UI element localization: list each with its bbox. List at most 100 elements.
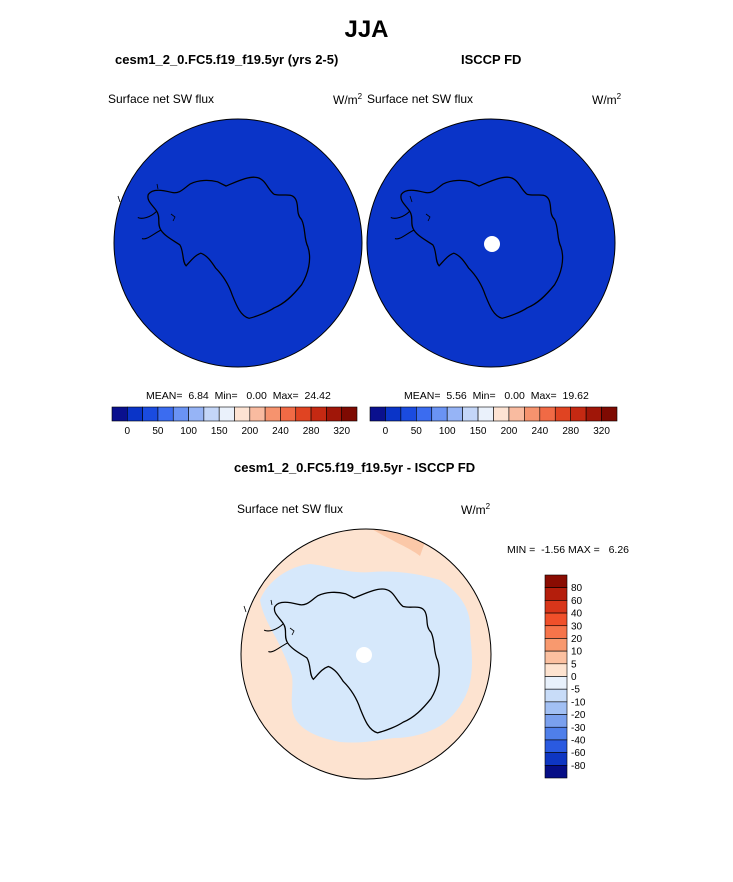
- diff-colorbar-tick-label: 10: [571, 647, 583, 658]
- colorbar-swatch: [234, 406, 251, 422]
- diff-colorbar-tick-label: 40: [571, 609, 583, 620]
- diff-colorbar-tick-label: -20: [571, 710, 586, 721]
- left-colorbar: 0 50 100 150 200 240 280 320: [111, 406, 358, 437]
- colorbar-swatch: [508, 406, 525, 422]
- colorbar-tick-label: 0: [383, 426, 389, 437]
- diff-colorbar-swatch: [544, 752, 568, 766]
- diff-colorbar-tick-label: -5: [571, 685, 580, 696]
- colorbar-swatch: [585, 406, 602, 422]
- colorbar-swatch: [369, 406, 386, 422]
- diff-colorbar-tick-label: -60: [571, 748, 586, 759]
- colorbar-tick-label: 200: [241, 426, 258, 437]
- right-panel-units: W/m2: [592, 92, 622, 107]
- figure-title: JJA: [344, 16, 389, 43]
- left-polar-map: [113, 118, 363, 368]
- diff-colorbar-tick-label: 30: [571, 621, 583, 632]
- diff-missing-data-pole: [356, 647, 372, 663]
- diff-colorbar-swatch: [544, 765, 568, 779]
- diff-colorbar-swatch: [544, 701, 568, 715]
- diff-panel-minmax: MIN = -1.56 MAX = 6.26: [507, 544, 630, 556]
- colorbar-tick-label: 50: [152, 426, 164, 437]
- missing-data-pole: [484, 236, 500, 252]
- colorbar-swatch: [249, 406, 266, 422]
- colorbar-swatch: [111, 406, 128, 422]
- colorbar-swatch: [310, 406, 327, 422]
- colorbar-tick-label: 150: [470, 426, 487, 437]
- colorbar-swatch: [400, 406, 417, 422]
- colorbar-swatch: [218, 406, 235, 422]
- diff-colorbar-swatch: [544, 600, 568, 614]
- diff-colorbar-swatch: [544, 739, 568, 753]
- colorbar-swatch: [326, 406, 342, 422]
- diff-colorbar-swatch: [544, 587, 568, 601]
- left-panel-stats: MEAN= 6.84 Min= 0.00 Max= 24.42: [146, 390, 331, 402]
- right-colorbar: 0 50 100 150 200 240 280 320: [369, 406, 618, 437]
- diff-colorbar-swatch: [544, 650, 568, 665]
- colorbar-swatch: [280, 406, 297, 422]
- difference-polar-map: [240, 528, 492, 780]
- colorbar-swatch: [385, 406, 402, 422]
- diff-panel-units: W/m2: [461, 502, 491, 517]
- colorbar-swatch: [157, 406, 174, 422]
- diff-colorbar-tick-label: -80: [571, 761, 586, 772]
- colorbar-tick-label: 280: [303, 426, 320, 437]
- colorbar-swatch: [295, 406, 312, 422]
- diff-colorbar-swatch: [544, 714, 568, 728]
- colorbar-tick-label: 200: [501, 426, 518, 437]
- diff-colorbar-tick-label: 60: [571, 596, 583, 607]
- colorbar-swatch: [524, 406, 541, 422]
- diff-panel-case-title: cesm1_2_0.FC5.f19_f19.5yr - ISCCP FD: [234, 460, 476, 475]
- colorbar-swatch: [264, 406, 281, 422]
- colorbar-swatch: [446, 406, 463, 422]
- colorbar-tick-label: 0: [125, 426, 131, 437]
- diff-colorbar-swatch: [544, 612, 568, 627]
- colorbar-swatch: [142, 406, 159, 422]
- diff-colorbar-tick-label: -40: [571, 735, 586, 746]
- colorbar-swatch: [477, 406, 494, 422]
- diff-colorbar-swatch: [544, 688, 568, 703]
- colorbar-tick-label: 240: [531, 426, 548, 437]
- right-panel-variable-label: Surface net SW flux: [367, 92, 474, 106]
- left-panel-units: W/m2: [333, 92, 363, 107]
- left-panel-variable-label: Surface net SW flux: [108, 92, 215, 106]
- colorbar-tick-label: 240: [272, 426, 289, 437]
- diff-colorbar-tick-label: 80: [571, 583, 583, 594]
- colorbar-tick-label: 280: [562, 426, 579, 437]
- diff-colorbar-swatch: [544, 625, 568, 639]
- colorbar-tick-label: 320: [593, 426, 610, 437]
- colorbar-swatch: [203, 406, 220, 422]
- colorbar-tick-label: 100: [180, 426, 197, 437]
- colorbar-swatch: [539, 406, 556, 422]
- colorbar-swatch: [601, 406, 618, 422]
- right-polar-map: [366, 118, 616, 368]
- diff-colorbar-tick-label: -30: [571, 723, 586, 734]
- diff-colorbar-tick-label: 0: [571, 672, 577, 683]
- colorbar-swatch: [462, 406, 479, 422]
- colorbar-tick-label: 50: [411, 426, 423, 437]
- colorbar-tick-label: 320: [333, 426, 350, 437]
- colorbar-swatch: [416, 406, 433, 422]
- colorbar-swatch: [188, 406, 205, 422]
- colorbar-tick-label: 100: [439, 426, 456, 437]
- diff-colorbar-swatch: [544, 676, 568, 690]
- colorbar-tick-label: 150: [211, 426, 228, 437]
- right-panel-case-title: ISCCP FD: [461, 52, 522, 67]
- left-panel-case-title: cesm1_2_0.FC5.f19_f19.5yr (yrs 2-5): [115, 52, 339, 67]
- diff-colorbar-swatch: [544, 574, 568, 588]
- diff-panel-variable-label: Surface net SW flux: [237, 502, 344, 516]
- colorbar-swatch: [554, 406, 571, 422]
- colorbar-swatch: [127, 406, 143, 422]
- diff-colorbar-swatch: [544, 663, 568, 677]
- colorbar-swatch: [493, 406, 510, 422]
- colorbar-swatch: [570, 406, 587, 422]
- diff-colorbar-tick-label: -10: [571, 697, 586, 708]
- colorbar-swatch: [431, 406, 448, 422]
- diff-colorbar-tick-label: 5: [571, 659, 577, 670]
- right-panel-stats: MEAN= 5.56 Min= 0.00 Max= 19.62: [404, 390, 589, 402]
- colorbar-swatch: [172, 406, 189, 422]
- diff-colorbar-tick-label: 20: [571, 634, 583, 645]
- diff-colorbar-swatch: [544, 726, 568, 741]
- diff-colorbar-swatch: [544, 638, 568, 652]
